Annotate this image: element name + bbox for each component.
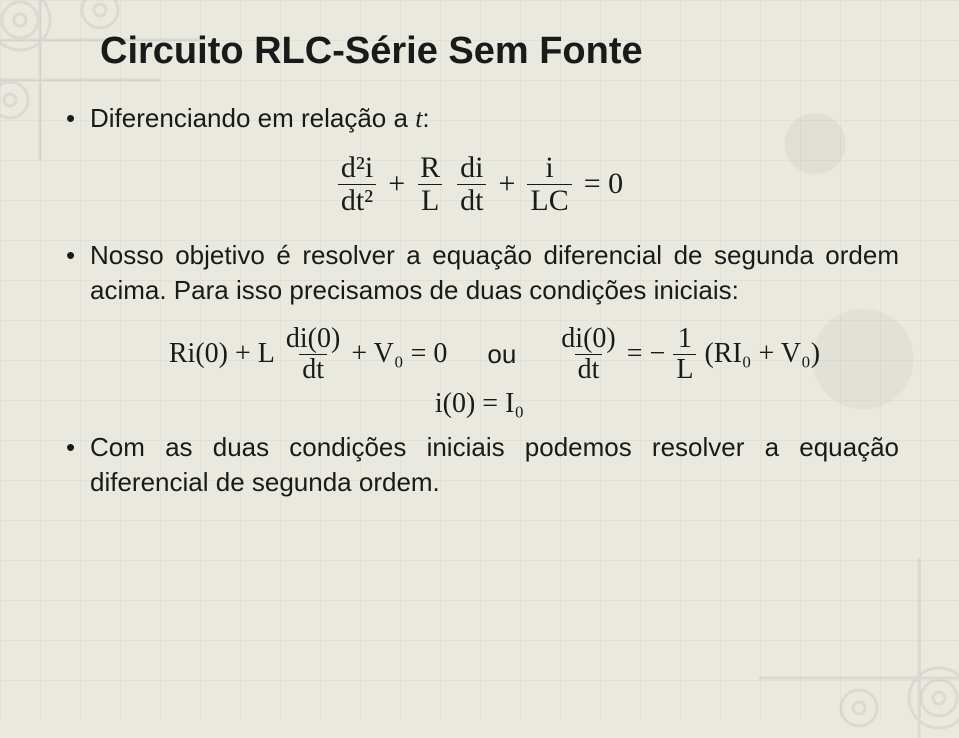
corner-deco-bottom-right xyxy=(759,558,959,738)
eq1-term2a-num: R xyxy=(417,152,443,184)
eq2-right-tail: (RI₀ + V₀) xyxy=(704,338,820,370)
eq2-left-lead: Ri(0) + L xyxy=(169,338,275,370)
eq1-term2a-den: L xyxy=(418,184,442,217)
eq1-term1: d²i dt² xyxy=(338,152,376,216)
eq1-plus2: + xyxy=(498,167,515,201)
eq2-right-frac: di(0) dt xyxy=(558,324,618,384)
eq2-right-frac2: 1 L xyxy=(673,324,696,384)
eq2-right-frac-num: di(0) xyxy=(558,324,618,353)
eq1-term2b-den: dt xyxy=(457,184,486,217)
eq2-left-frac-den: dt xyxy=(299,354,327,384)
eq2-left-tail: + V₀ = 0 xyxy=(351,338,447,370)
eq1-term3: i LC xyxy=(527,152,571,216)
eq1-term2b-num: di xyxy=(457,152,486,184)
paragraph-1: Diferenciando em relação a t: xyxy=(60,101,899,136)
eq2-left-frac: di(0) dt xyxy=(283,324,343,384)
eq2-right-mid: = − xyxy=(627,338,666,370)
eq1-term1-den: dt² xyxy=(338,184,376,217)
paragraph-3: Com as duas condições iniciais podemos r… xyxy=(60,430,899,500)
eq1-term2b: di dt xyxy=(457,152,486,216)
eq1-term1-num: d²i xyxy=(338,152,376,184)
eq2-right-frac2-num: 1 xyxy=(675,324,695,353)
eq2-left-frac-num: di(0) xyxy=(283,324,343,353)
eq2-ou: ou xyxy=(487,339,516,370)
eq2-right-frac2-den: L xyxy=(673,354,696,384)
eq2-right-frac-den: dt xyxy=(575,354,603,384)
slide-content: Circuito RLC-Série Sem Fonte Diferencian… xyxy=(0,0,959,546)
para1-prefix: Diferenciando em relação a xyxy=(90,103,415,133)
eq1-term3-num: i xyxy=(542,152,556,184)
eq1-term2a: R L xyxy=(417,152,443,216)
eq1-plus1: + xyxy=(388,167,405,201)
equation-3: i(0) = I₀ xyxy=(60,388,899,420)
equation-1: d²i dt² + R L di dt + i LC = 0 xyxy=(60,152,899,216)
eq1-eqzero: = 0 xyxy=(584,167,623,201)
equation-2: Ri(0) + L di(0) dt + V₀ = 0 ou di(0) dt … xyxy=(60,324,899,384)
paragraph-2: Nosso objetivo é resolver a equação dife… xyxy=(60,238,899,308)
eq1-term3-den: LC xyxy=(527,184,571,217)
para1-suffix: : xyxy=(422,103,429,133)
slide-title: Circuito RLC-Série Sem Fonte xyxy=(60,30,899,73)
